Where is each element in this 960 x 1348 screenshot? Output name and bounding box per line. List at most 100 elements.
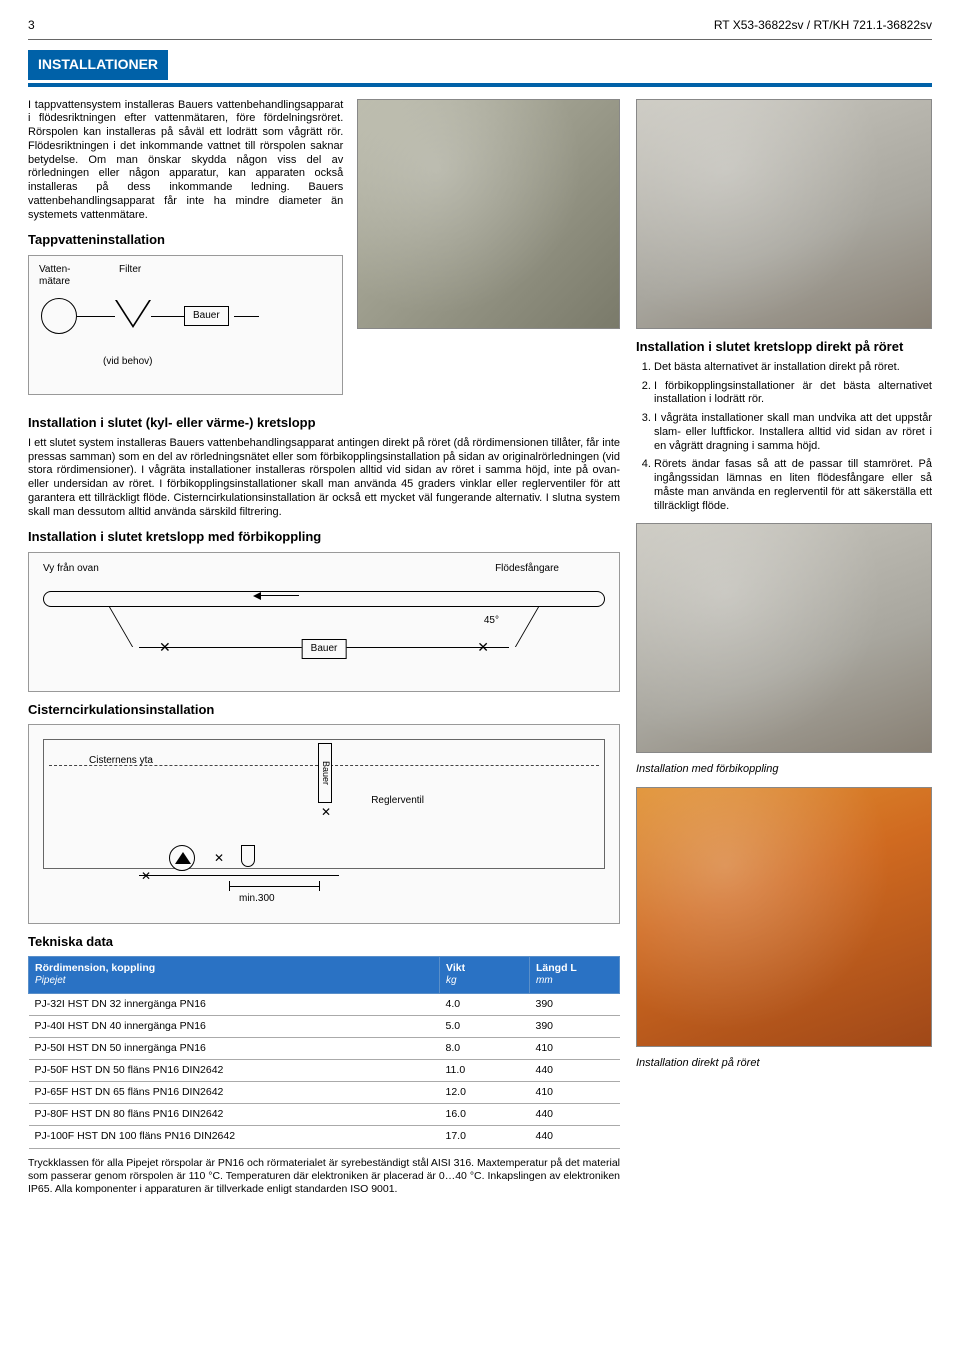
col3-main: Längd L: [536, 962, 577, 974]
heading-direkt: Installation i slutet kretslopp direkt p…: [636, 339, 932, 355]
page-header: 3 RT X53-36822sv / RT/KH 721.1-36822sv: [28, 18, 932, 33]
flow-arrow-head: [253, 592, 261, 600]
caption-forbikoppling: Installation med förbikoppling: [636, 763, 932, 777]
pipe-2: [151, 316, 184, 317]
valve-left-icon: ✕: [159, 639, 171, 657]
cistern-filter-icon: [241, 845, 255, 867]
main-columns: I tappvattensystem installeras Bauers va…: [28, 99, 932, 1204]
table-cell: PJ-32I HST DN 32 innergänga PN16: [29, 993, 440, 1015]
dim-line: [229, 886, 319, 887]
banner-underline: [28, 83, 932, 87]
cistern-diagram: Cisternens yta Bauer ✕ Reglerventil ✕ ✕ …: [28, 724, 620, 924]
table-row: PJ-80F HST DN 80 fläns PN16 DIN264216.04…: [29, 1104, 620, 1126]
pump-symbol: [169, 845, 195, 871]
table-cell: 17.0: [440, 1126, 530, 1148]
heading-cistern: Cisterncirkulationsinstallation: [28, 702, 620, 718]
caption-direkt: Installation direkt på röret: [636, 1057, 932, 1071]
photo-forbikoppling: [636, 523, 932, 753]
intro-text-block: I tappvattensystem installeras Bauers va…: [28, 99, 343, 405]
table-cell: PJ-50F HST DN 50 fläns PN16 DIN2642: [29, 1060, 440, 1082]
label-cisternens-yta: Cisternens yta: [89, 755, 153, 768]
table-cell: 440: [530, 1060, 620, 1082]
meter-symbol: [41, 298, 77, 334]
intro-paragraph: I tappvattensystem installeras Bauers va…: [28, 99, 343, 223]
heading-slutet: Installation i slutet (kyl- eller värme-…: [28, 415, 620, 431]
bypass-left-leg: [109, 607, 133, 647]
table-row: PJ-65F HST DN 65 fläns PN16 DIN264212.04…: [29, 1082, 620, 1104]
table-cell: 11.0: [440, 1060, 530, 1082]
paragraph-slutet: I ett slutet system installeras Bauers v…: [28, 437, 620, 520]
filter-symbol: [115, 300, 151, 328]
label-flodesfangare: Flödesfångare: [495, 563, 559, 576]
direkt-list: Det bästa alternativet är installation d…: [636, 361, 932, 514]
col2-sub: kg: [446, 975, 523, 988]
col-header-langd: Längd L mm: [530, 957, 620, 994]
bauer-box: Bauer: [184, 306, 229, 327]
footer-paragraph: Tryckklassen för alla Pipejet rörspolar …: [28, 1157, 620, 1196]
col-header-vikt: Vikt kg: [440, 957, 530, 994]
cistern-valve3-icon: ✕: [141, 869, 151, 884]
intro-row: I tappvattensystem installeras Bauers va…: [28, 99, 620, 405]
heading-tekniska: Tekniska data: [28, 934, 620, 950]
col1-sub: Pipejet: [35, 975, 433, 988]
col-header-dimension: Rördimension, koppling Pipejet: [29, 957, 440, 994]
cistern-bottom-pipe: [139, 875, 339, 876]
pipe-3: [234, 316, 259, 317]
list-item: Rörets ändar fasas så att de passar till…: [654, 458, 932, 513]
table-cell: 440: [530, 1104, 620, 1126]
table-cell: 8.0: [440, 1037, 530, 1059]
section-banner: INSTALLATIONER: [28, 50, 168, 80]
tekniska-data-table: Rördimension, koppling Pipejet Vikt kg L…: [28, 956, 620, 1149]
tappvatten-photo: [357, 99, 620, 329]
pipe-1: [77, 316, 115, 317]
label-filter: Filter: [119, 264, 141, 277]
main-pipe: [43, 591, 605, 607]
table-cell: 16.0: [440, 1104, 530, 1126]
left-column: I tappvattensystem installeras Bauers va…: [28, 99, 620, 1204]
table-cell: PJ-40I HST DN 40 innergänga PN16: [29, 1015, 440, 1037]
label-vy-ovan: Vy från ovan: [43, 563, 99, 576]
valve-right-icon: ✕: [477, 639, 489, 657]
section-banner-wrap: INSTALLATIONER: [28, 50, 932, 87]
cistern-bauer-box: Bauer: [318, 743, 332, 803]
pump-triangle-icon: [175, 852, 191, 864]
intro-photo-wrap: [357, 99, 620, 405]
heading-tappvatten: Tappvatteninstallation: [28, 232, 343, 248]
table-row: PJ-100F HST DN 100 fläns PN16 DIN264217.…: [29, 1126, 620, 1148]
bypass-diagram: Vy från ovan Flödesfångare Bauer 45° ✕ ✕: [28, 552, 620, 692]
table-cell: PJ-50I HST DN 50 innergänga PN16: [29, 1037, 440, 1059]
label-reglerventil: Reglerventil: [371, 795, 424, 808]
table-row: PJ-32I HST DN 32 innergänga PN164.0390: [29, 993, 620, 1015]
label-vattenmatare: Vatten- mätare: [39, 264, 71, 289]
dim-tick-right: [319, 881, 320, 891]
bypass-right-leg: [515, 607, 539, 647]
table-cell: 390: [530, 993, 620, 1015]
list-item: I vågräta installationer skall man undvi…: [654, 412, 932, 453]
label-angle: 45°: [484, 615, 499, 628]
col2-main: Vikt: [446, 962, 465, 974]
header-rule: [28, 39, 932, 40]
flow-arrow-line: [259, 595, 299, 596]
table-row: PJ-50F HST DN 50 fläns PN16 DIN264211.04…: [29, 1060, 620, 1082]
photo-direkt: [636, 787, 932, 1047]
table-cell: 5.0: [440, 1015, 530, 1037]
page-number: 3: [28, 18, 35, 33]
tappvatten-diagram: Vatten- mätare Filter Bauer (vid behov): [28, 255, 343, 395]
list-item: I förbikopplingsinstallationer är det bä…: [654, 380, 932, 408]
table-cell: PJ-100F HST DN 100 fläns PN16 DIN2642: [29, 1126, 440, 1148]
col1-main: Rördimension, koppling: [35, 962, 155, 974]
table-cell: 440: [530, 1126, 620, 1148]
table-body: PJ-32I HST DN 32 innergänga PN164.0390PJ…: [29, 993, 620, 1148]
document-reference: RT X53-36822sv / RT/KH 721.1-36822sv: [714, 18, 932, 33]
bypass-bauer-box: Bauer: [302, 639, 347, 660]
right-column: Installation i slutet kretslopp direkt p…: [636, 99, 932, 1204]
table-cell: PJ-80F HST DN 80 fläns PN16 DIN2642: [29, 1104, 440, 1126]
table-cell: 4.0: [440, 993, 530, 1015]
table-cell: 410: [530, 1082, 620, 1104]
heading-forbikoppling: Installation i slutet kretslopp med förb…: [28, 529, 620, 545]
table-row: PJ-40I HST DN 40 innergänga PN165.0390: [29, 1015, 620, 1037]
cistern-valve2-icon: ✕: [214, 851, 224, 866]
list-item: Det bästa alternativet är installation d…: [654, 361, 932, 375]
label-min300: min.300: [239, 893, 275, 906]
table-cell: 12.0: [440, 1082, 530, 1104]
